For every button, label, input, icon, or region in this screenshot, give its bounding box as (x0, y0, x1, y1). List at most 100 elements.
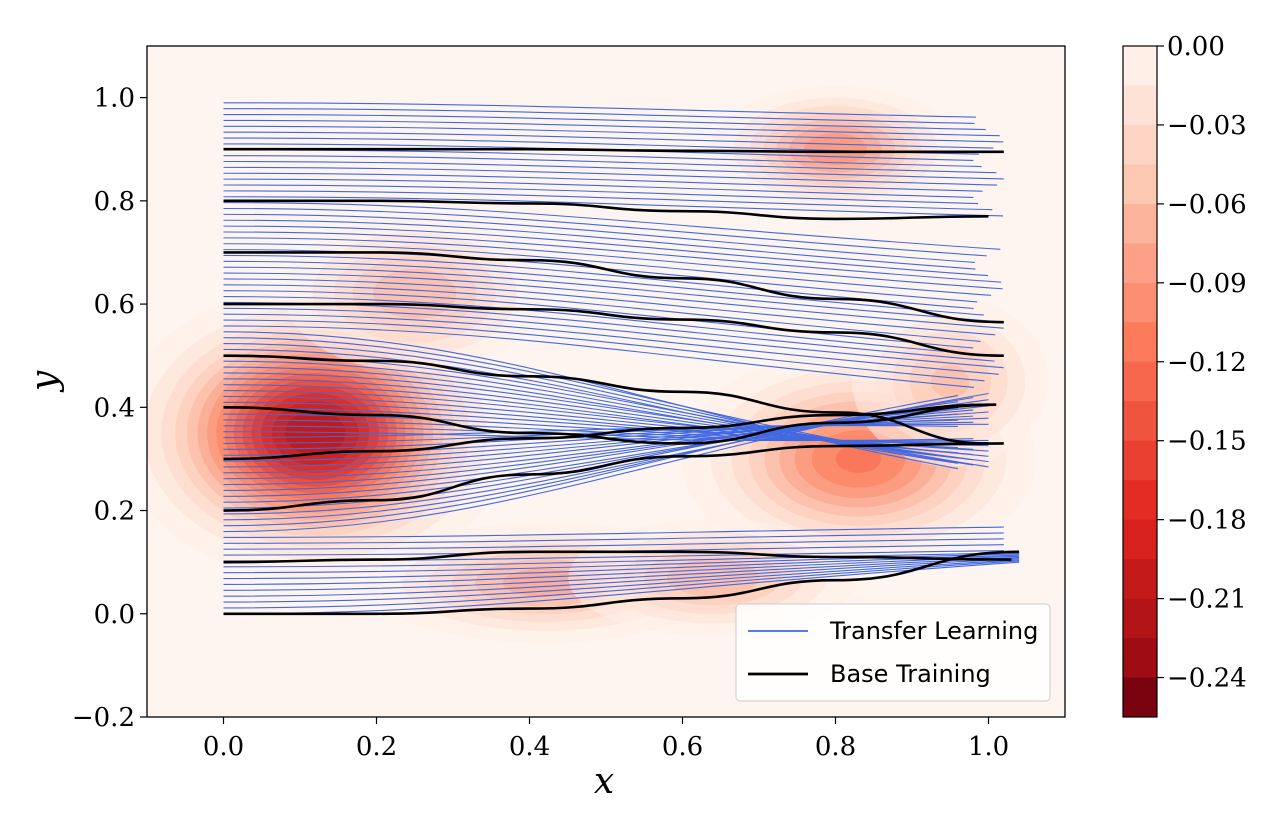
transfer-line (223, 213, 975, 263)
base-training-line (223, 147, 1004, 154)
legend-transfer-label: Transfer Learning (829, 617, 1038, 645)
legend-base-label: Base Training (830, 660, 991, 688)
transfer-line (223, 237, 1003, 290)
contour-field (147, 86, 1049, 644)
x-tick-label: 0.2 (356, 732, 397, 762)
colorbar-band (1123, 282, 1157, 323)
transfer-line (223, 424, 958, 439)
transfer-line (223, 560, 1020, 609)
y-tick-label: 0.4 (94, 393, 135, 423)
colorbar-band (1123, 638, 1157, 679)
transfer-line (223, 313, 999, 375)
transfer-line (223, 397, 974, 521)
transfer-line (223, 231, 1002, 283)
colorbar-band (1123, 85, 1157, 126)
transfer-line (223, 552, 1020, 568)
transfer-line (223, 184, 979, 205)
y-tick-label: 1.0 (94, 84, 135, 114)
transfer-line (223, 254, 974, 310)
transfer-line (223, 272, 1004, 329)
colorbar-band (1123, 361, 1157, 402)
transfer-line (223, 532, 1004, 544)
base-training-line (223, 302, 1004, 357)
transfer-line (223, 395, 958, 527)
transfer-line (223, 561, 1020, 615)
colorbar: 0.00 −0.03 −0.06 −0.09 −0.12 −0.15 −0.18 −0.21 −… (1122, 32, 1247, 718)
transfer-line (223, 219, 976, 270)
colorbar-band (1123, 598, 1157, 639)
transfer-line (223, 554, 1020, 580)
transfer-line (223, 172, 983, 192)
transfer-line (223, 131, 994, 149)
transfer-line (223, 108, 975, 124)
transfer-line (223, 337, 989, 468)
base-training-lines (223, 147, 1020, 616)
transfer-line (223, 290, 974, 349)
colorbar-band (1123, 401, 1157, 442)
transfer-line (223, 556, 1020, 591)
transfer-line (223, 119, 1000, 137)
transfer-line (223, 399, 989, 515)
transfer-line (223, 343, 974, 466)
colorbar-tick-label: −0.03 (1167, 111, 1247, 141)
transfer-line (223, 526, 1004, 538)
transfer-line (223, 178, 974, 198)
legend-box (735, 603, 1051, 702)
plot-frame (146, 45, 1066, 718)
colorbar-bands (1123, 46, 1157, 718)
transfer-line (223, 307, 1004, 369)
transfer-line (223, 196, 1004, 217)
x-axis-label: x (594, 761, 614, 802)
plot-area (146, 45, 1066, 718)
x-tick-label: 0.4 (509, 732, 550, 762)
y-tick-label: −0.2 (72, 703, 135, 733)
colorbar-tick-label: −0.12 (1167, 348, 1247, 378)
colorbar-tick-label: −0.09 (1167, 269, 1247, 299)
transfer-line (223, 125, 1004, 143)
base-training-line (223, 442, 1004, 512)
transfer-line (223, 538, 1004, 550)
contour-band (931, 364, 970, 399)
transfer-line (223, 555, 1020, 585)
colorbar-band (1123, 164, 1157, 205)
legend: Transfer Learning Base Training (735, 603, 1051, 702)
base-training-line (223, 403, 997, 445)
colorbar-band (1123, 124, 1157, 165)
transfer-line (223, 278, 996, 336)
contour-band (285, 410, 346, 456)
transfer-line (223, 202, 1001, 250)
colorbar-band (1123, 243, 1157, 284)
y-axis-label: y (24, 370, 65, 393)
transfer-line (223, 243, 992, 296)
base-training-line (223, 550, 1020, 616)
base-training-line (223, 251, 1004, 324)
colorbar-band (1123, 203, 1157, 244)
colorbar-ticks: 0.00 −0.03 −0.06 −0.09 −0.12 −0.15 −0.18 −0.21 −… (1157, 32, 1247, 694)
transfer-line (223, 325, 974, 388)
transfer-line (223, 113, 986, 131)
transfer-line (223, 558, 1020, 597)
x-tick-label: 0.6 (662, 732, 703, 762)
y-axis-ticks: −0.2 0.0 0.2 0.4 0.6 0.8 1.0 (72, 84, 147, 733)
colorbar-frame (1122, 45, 1158, 718)
transfer-learning-lines (223, 102, 1020, 615)
transfer-line (223, 266, 999, 323)
x-tick-label: 0.0 (203, 732, 244, 762)
colorbar-band (1123, 480, 1157, 521)
colorbar-band (1123, 677, 1157, 718)
transfer-line (223, 207, 987, 257)
transfer-line (223, 225, 989, 277)
transfer-line (223, 260, 984, 316)
base-training-line (223, 199, 989, 221)
transfer-line (223, 102, 976, 118)
transfer-line (223, 559, 1020, 603)
contour-band (835, 445, 882, 473)
colorbar-band (1123, 559, 1157, 600)
y-tick-label: 0.8 (94, 187, 135, 217)
y-tick-label: 0.0 (94, 600, 135, 630)
base-training-line (223, 403, 997, 461)
colorbar-band (1123, 46, 1157, 86)
colorbar-tick-label: −0.06 (1167, 190, 1247, 220)
transfer-line (223, 190, 993, 211)
colorbar-tick-label: 0.00 (1167, 32, 1225, 62)
